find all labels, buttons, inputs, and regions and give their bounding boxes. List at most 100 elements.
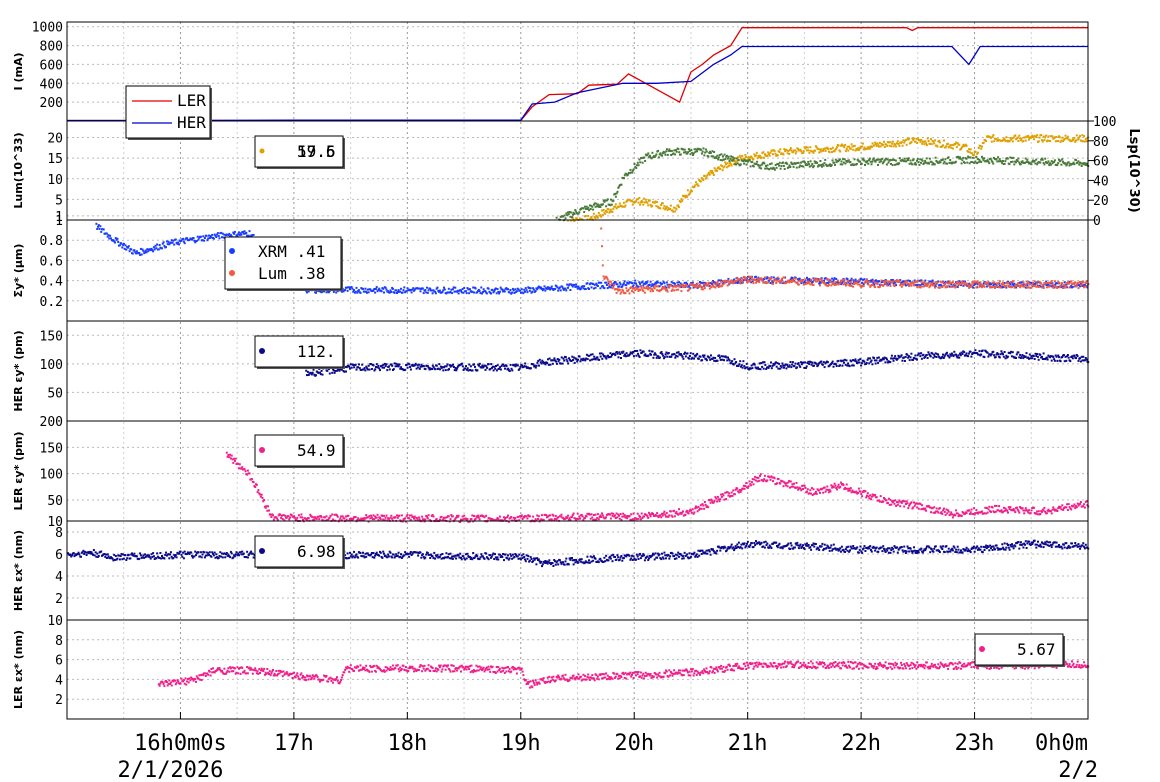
data-point <box>589 282 592 285</box>
data-point <box>318 518 321 521</box>
data-point <box>532 363 535 366</box>
data-point <box>740 364 743 367</box>
data-point <box>841 280 844 283</box>
data-point <box>536 288 539 291</box>
data-point <box>982 141 985 144</box>
data-point <box>663 286 666 288</box>
data-point <box>757 278 760 281</box>
data-point <box>947 142 949 145</box>
data-point <box>884 361 887 364</box>
data-point <box>744 366 747 369</box>
data-point <box>834 281 837 284</box>
data-point <box>155 247 158 250</box>
data-point <box>170 239 173 242</box>
data-point <box>826 277 829 280</box>
data-point <box>709 358 712 361</box>
data-point <box>643 197 646 200</box>
data-point <box>383 514 385 517</box>
data-point <box>969 148 972 151</box>
data-point <box>370 368 373 370</box>
data-point <box>605 284 608 286</box>
data-point <box>529 287 532 290</box>
data-point <box>917 280 919 283</box>
data-point <box>747 485 750 488</box>
data-point <box>866 492 869 495</box>
data-point <box>737 159 740 161</box>
data-point <box>328 516 331 519</box>
data-point <box>321 373 324 376</box>
data-point <box>791 363 794 366</box>
data-point <box>982 284 985 287</box>
data-point <box>887 141 890 144</box>
data-point <box>419 365 422 368</box>
data-point <box>700 288 703 291</box>
data-point <box>405 515 408 518</box>
data-point <box>914 354 917 357</box>
data-point <box>1000 350 1003 353</box>
data-point <box>494 287 497 290</box>
data-point <box>675 354 678 357</box>
data-point <box>503 516 505 519</box>
data-point <box>985 160 988 163</box>
data-point <box>974 281 977 284</box>
data-point <box>378 287 381 290</box>
data-point <box>360 369 363 371</box>
data-point <box>651 204 654 207</box>
data-point <box>1022 140 1025 143</box>
data-point <box>774 362 777 365</box>
data-point <box>730 361 733 364</box>
data-point <box>700 152 703 155</box>
data-point <box>731 280 734 283</box>
data-point <box>690 282 693 285</box>
data-point <box>719 498 722 501</box>
data-point <box>943 160 946 163</box>
data-point <box>511 287 514 290</box>
data-point <box>106 235 109 238</box>
data-point <box>509 289 512 291</box>
data-point <box>1081 134 1084 137</box>
data-point <box>398 514 401 517</box>
data-point <box>876 158 879 161</box>
data-point <box>585 357 588 360</box>
data-point <box>1085 162 1088 165</box>
data-point <box>763 153 766 156</box>
data-point <box>712 284 714 287</box>
data-point <box>711 281 714 284</box>
data-point <box>124 244 127 247</box>
data-point <box>633 518 636 521</box>
data-point <box>313 518 316 521</box>
data-point <box>766 479 769 482</box>
data-point <box>712 280 714 282</box>
data-point <box>503 365 506 367</box>
data-point <box>420 363 423 366</box>
data-point <box>571 514 574 516</box>
data-point <box>161 247 163 250</box>
y-tick-label: 200 <box>40 415 63 430</box>
data-point <box>783 366 785 369</box>
data-point <box>1010 355 1013 358</box>
data-point <box>878 161 881 164</box>
data-point <box>676 281 679 284</box>
data-point <box>726 359 729 362</box>
data-point <box>1083 162 1086 165</box>
data-point <box>811 150 814 153</box>
data-point <box>727 277 730 280</box>
data-point <box>1013 286 1016 289</box>
data-point <box>683 194 686 197</box>
data-point <box>783 148 786 151</box>
data-point <box>620 291 623 294</box>
data-point <box>750 481 753 484</box>
data-point <box>323 290 326 293</box>
y-tick-label: 200 <box>40 96 63 111</box>
data-point <box>631 203 634 206</box>
data-point <box>293 516 296 519</box>
data-point <box>739 163 742 166</box>
data-point <box>1006 157 1009 160</box>
data-point <box>499 366 502 369</box>
data-point <box>746 366 749 369</box>
data-point <box>928 162 931 165</box>
data-point <box>684 196 687 199</box>
data-point <box>737 280 740 283</box>
data-point <box>795 481 798 484</box>
data-point <box>930 283 932 286</box>
